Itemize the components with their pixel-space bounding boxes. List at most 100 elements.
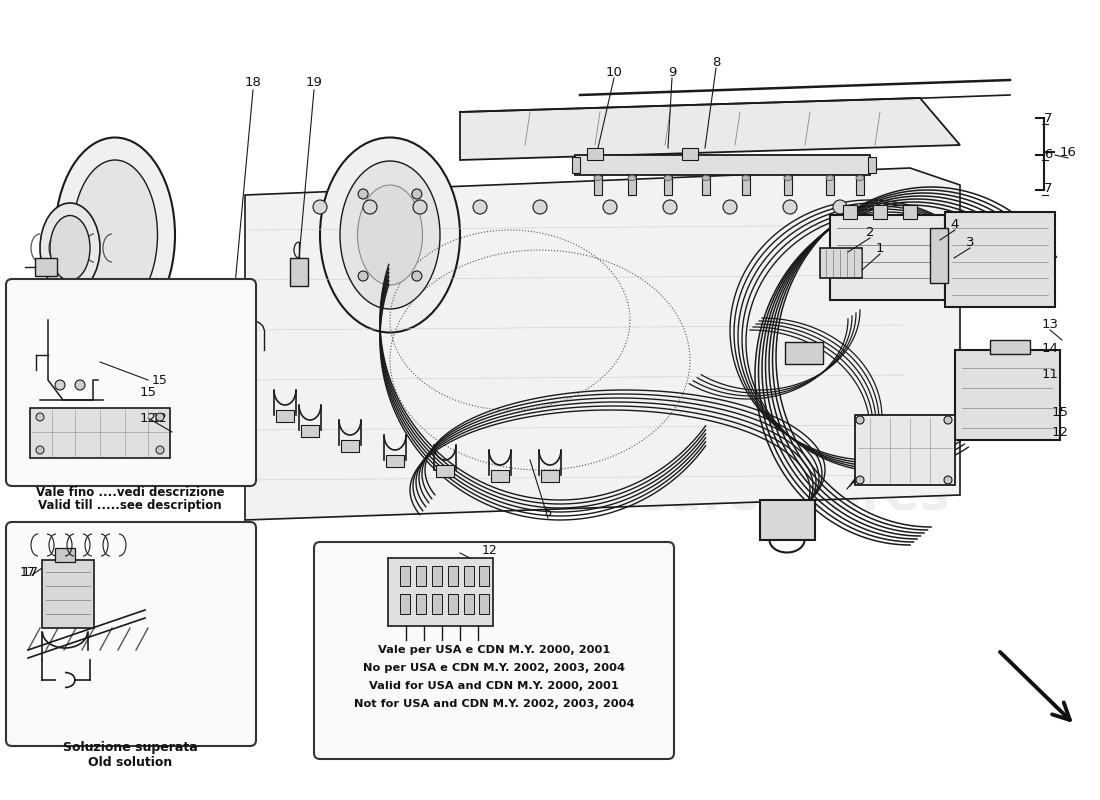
Bar [856, 175, 864, 195]
Bar [82, 318, 90, 326]
Circle shape [603, 200, 617, 214]
Circle shape [156, 413, 164, 421]
Ellipse shape [664, 175, 672, 181]
Bar [594, 175, 602, 195]
Bar [55, 548, 75, 562]
Bar [945, 212, 1055, 307]
Bar [386, 455, 404, 467]
Circle shape [359, 189, 369, 199]
Text: eurospares: eurospares [194, 312, 510, 360]
Bar [30, 408, 170, 458]
Circle shape [783, 200, 798, 214]
Bar [436, 465, 454, 477]
Ellipse shape [358, 185, 422, 285]
Bar [826, 175, 834, 195]
Bar [290, 258, 308, 286]
Ellipse shape [784, 175, 792, 181]
Text: 17: 17 [22, 566, 38, 578]
Bar [432, 566, 442, 586]
Text: 15: 15 [1052, 406, 1068, 418]
Bar [491, 470, 509, 482]
Text: Valid for USA and CDN M.Y. 2000, 2001: Valid for USA and CDN M.Y. 2000, 2001 [370, 681, 619, 691]
Text: 17: 17 [20, 566, 36, 578]
Bar [478, 566, 490, 586]
Text: Vale fino ....vedi descrizione: Vale fino ....vedi descrizione [35, 486, 224, 498]
Ellipse shape [50, 215, 90, 281]
Bar [628, 175, 636, 195]
Text: 12: 12 [1052, 426, 1068, 438]
Text: 13: 13 [1042, 318, 1058, 331]
Ellipse shape [340, 161, 440, 309]
Ellipse shape [594, 175, 602, 181]
Circle shape [55, 380, 65, 390]
Bar [94, 318, 100, 326]
Bar [103, 318, 110, 326]
Circle shape [412, 200, 427, 214]
Bar [301, 425, 319, 437]
Bar [855, 415, 955, 485]
Bar [575, 155, 870, 175]
Bar [742, 175, 750, 195]
Ellipse shape [320, 138, 460, 333]
Text: 3: 3 [966, 235, 975, 249]
Ellipse shape [826, 175, 834, 181]
Text: Vale per USA e CDN M.Y. 2000, 2001: Vale per USA e CDN M.Y. 2000, 2001 [378, 645, 610, 655]
Text: 11: 11 [1042, 369, 1058, 382]
Polygon shape [245, 168, 960, 520]
Bar [785, 342, 823, 364]
Text: 15: 15 [140, 386, 156, 398]
Text: Old solution: Old solution [88, 757, 172, 770]
Circle shape [314, 200, 327, 214]
Bar [341, 440, 359, 452]
Text: Valid till .....see description: Valid till .....see description [39, 499, 222, 513]
Circle shape [36, 413, 44, 421]
FancyBboxPatch shape [6, 522, 256, 746]
Text: 19: 19 [306, 77, 322, 90]
Ellipse shape [856, 175, 864, 181]
Circle shape [75, 380, 85, 390]
Circle shape [944, 416, 952, 424]
Circle shape [944, 476, 952, 484]
Bar [760, 500, 815, 540]
Text: Not for USA and CDN M.Y. 2002, 2003, 2004: Not for USA and CDN M.Y. 2002, 2003, 200… [354, 699, 635, 709]
Bar [464, 566, 474, 586]
Text: 9: 9 [668, 66, 676, 78]
Bar [432, 594, 442, 614]
Bar [955, 350, 1060, 440]
Bar [830, 215, 945, 300]
FancyBboxPatch shape [6, 279, 256, 486]
Bar [873, 205, 887, 219]
Bar [843, 205, 857, 219]
Circle shape [411, 189, 422, 199]
Polygon shape [460, 98, 960, 160]
Text: 2: 2 [866, 226, 874, 238]
Bar [541, 470, 559, 482]
Bar [664, 175, 672, 195]
Text: No per USA e CDN M.Y. 2002, 2003, 2004: No per USA e CDN M.Y. 2002, 2003, 2004 [363, 663, 625, 673]
Bar [820, 248, 862, 278]
Circle shape [833, 200, 847, 214]
Bar [448, 566, 458, 586]
Text: 12: 12 [140, 411, 156, 425]
Ellipse shape [628, 175, 636, 181]
Circle shape [359, 271, 369, 281]
Circle shape [723, 200, 737, 214]
Bar [388, 558, 493, 626]
Bar [930, 228, 948, 283]
Bar [448, 594, 458, 614]
Bar [464, 594, 474, 614]
Text: 8: 8 [712, 55, 720, 69]
Ellipse shape [742, 175, 750, 181]
Ellipse shape [73, 160, 157, 310]
Text: 12: 12 [482, 543, 498, 557]
Text: 6: 6 [1044, 149, 1053, 162]
Text: 16: 16 [1059, 146, 1077, 158]
Bar [587, 148, 603, 160]
Circle shape [473, 200, 487, 214]
FancyBboxPatch shape [314, 542, 674, 759]
Text: 18: 18 [244, 77, 262, 90]
Bar [42, 560, 94, 628]
Bar [78, 318, 108, 336]
Text: Soluzione superata: Soluzione superata [63, 742, 197, 754]
Ellipse shape [702, 175, 710, 181]
